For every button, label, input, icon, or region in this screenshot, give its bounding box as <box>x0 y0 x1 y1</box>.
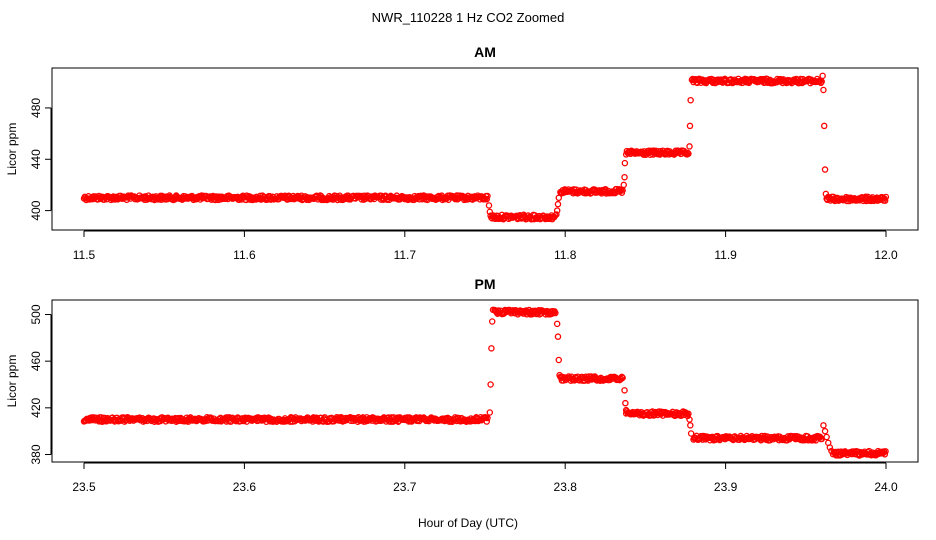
pm-data-point <box>685 410 692 418</box>
pm-data-point <box>484 414 491 422</box>
am-transition-point <box>555 194 563 202</box>
pm-transition-point <box>486 409 494 416</box>
am-plot-frame <box>51 67 919 231</box>
am-transition-point <box>553 211 560 218</box>
am-transition-point <box>687 96 694 104</box>
pm-y-tick-label: 380 <box>29 444 43 464</box>
am-x-tick-label: 11.6 <box>233 248 256 262</box>
x-axis-label: Hour of Day (UTC) <box>418 516 518 530</box>
am-transition-point <box>486 208 494 216</box>
am-data-point <box>882 193 890 201</box>
am-panel-title: AM <box>474 44 496 60</box>
pm-data-point <box>882 448 889 455</box>
pm-x-axis: 23.5 23.6 23.7 23.8 23.9 24.0 <box>72 462 898 494</box>
pm-transition-point <box>686 416 693 423</box>
am-y-tick-label: 440 <box>29 149 43 169</box>
pm-transition-point <box>823 433 830 441</box>
pm-x-tick-label: 23.6 <box>233 480 257 494</box>
am-transition-point <box>620 181 628 189</box>
figure-title: NWR_110228 1 Hz CO2 Zoomed <box>372 10 565 25</box>
pm-y-tick-label: 460 <box>29 351 43 371</box>
pm-x-tick-label: 23.5 <box>72 480 96 494</box>
pm-panel-title: PM <box>475 276 496 292</box>
pm-transition-point <box>826 444 834 451</box>
pm-transition-point <box>687 430 695 437</box>
pm-transition-point <box>489 306 497 314</box>
am-data-point <box>483 195 490 203</box>
pm-data-point <box>619 374 626 382</box>
pm-transition-point <box>488 345 495 352</box>
pm-transition-point <box>687 422 694 429</box>
am-data-point <box>484 192 491 200</box>
am-y-tick-label: 400 <box>29 200 43 220</box>
pm-y-axis-label: Licor ppm <box>5 355 19 408</box>
pm-y-axis: 380 420 460 500 <box>29 304 52 465</box>
am-data-point <box>685 150 692 157</box>
pm-plot-frame <box>51 299 919 463</box>
pm-transition-point <box>821 427 829 435</box>
am-transition-point <box>485 202 493 209</box>
am-y-axis-label: Licor ppm <box>5 123 19 176</box>
pm-transition-point <box>554 333 562 340</box>
pm-y-tick-label: 420 <box>29 398 43 418</box>
pm-transition-point <box>556 371 563 379</box>
am-y-axis: 400 440 480 <box>29 98 52 221</box>
am-transition-point <box>686 122 694 130</box>
am-x-tick-label: 11.8 <box>554 248 577 262</box>
am-y-tick-label: 480 <box>29 98 43 118</box>
pm-transition-point <box>828 447 835 455</box>
am-data-point <box>818 78 825 85</box>
am-transition-point <box>822 190 830 198</box>
pm-x-tick-label: 24.0 <box>874 480 898 494</box>
am-x-tick-label: 11.5 <box>73 248 96 262</box>
am-data-point <box>377 196 385 203</box>
pm-x-tick-label: 23.9 <box>714 480 738 494</box>
pm-transition-point <box>621 387 628 394</box>
pm-data-points <box>80 306 889 459</box>
pm-data-point <box>552 309 559 317</box>
am-transition-point <box>621 173 628 181</box>
pm-transition-point <box>820 422 827 429</box>
pm-data-point <box>483 418 490 425</box>
am-x-tick-label: 11.7 <box>394 248 417 262</box>
am-x-tick-label: 11.9 <box>714 248 737 262</box>
am-transition-point <box>820 86 827 94</box>
am-transition-point <box>821 122 828 130</box>
pm-panel: PM Licor ppm 23.5 23.6 23.7 23.8 23.9 24.0 38… <box>5 276 919 494</box>
pm-transition-point <box>555 356 563 364</box>
am-data-points <box>80 72 890 223</box>
pm-transition-point <box>488 318 496 325</box>
am-transition-point <box>821 166 829 173</box>
am-data-point <box>881 197 889 204</box>
am-transition-point <box>819 72 826 80</box>
am-transition-point <box>554 200 562 208</box>
am-transition-point <box>487 212 494 219</box>
am-x-axis: 11.5 11.6 11.7 11.8 11.9 12.0 <box>73 230 898 262</box>
pm-transition-point <box>622 399 629 407</box>
pm-transition-point <box>553 320 561 328</box>
pm-transition-point <box>622 406 630 414</box>
am-transition-point <box>553 207 561 214</box>
pm-y-tick-label: 500 <box>29 304 43 324</box>
am-transition-point <box>621 159 629 167</box>
am-panel: AM Licor ppm 11.5 11.6 11.7 11.8 11.9 12.0 40… <box>5 44 919 262</box>
am-x-tick-label: 12.0 <box>874 248 898 262</box>
am-transition-point <box>686 143 693 150</box>
pm-transition-point <box>487 381 494 388</box>
pm-x-tick-label: 23.8 <box>554 480 578 494</box>
pm-data-point <box>881 451 889 458</box>
pm-x-tick-label: 23.7 <box>393 480 417 494</box>
